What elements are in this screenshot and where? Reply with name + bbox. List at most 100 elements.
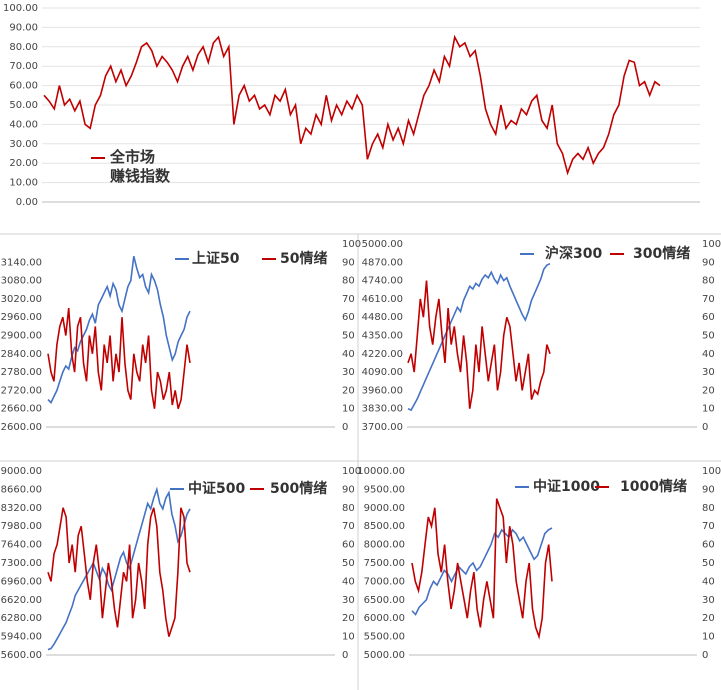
y2-tick-label: 60 <box>702 540 715 551</box>
series-line <box>47 308 191 409</box>
series-line <box>407 280 551 409</box>
y-tick-label: 2960.00 <box>1 312 42 323</box>
y-tick-label: 5000.00 <box>362 239 403 250</box>
legend-label: 50情绪 <box>280 250 327 267</box>
y-tick-label: 3140.00 <box>1 257 42 268</box>
y2-tick-label: 70 <box>702 294 715 305</box>
y-tick-label: 7640.00 <box>1 540 42 551</box>
y-tick-label: 5000.00 <box>364 650 405 661</box>
y-tick-label: 6620.00 <box>1 595 42 606</box>
y2-tick-label: 90 <box>342 484 355 495</box>
y2-tick-label: 10 <box>342 632 355 643</box>
y-tick-label: 4220.00 <box>362 349 403 360</box>
y2-tick-label: 10 <box>702 404 715 415</box>
y-tick-label: 3960.00 <box>362 385 403 396</box>
legend-label: 中证500 <box>188 480 245 497</box>
y-tick-label: 10.00 <box>9 178 38 189</box>
y2-tick-label: 80 <box>702 276 715 287</box>
y2-tick-label: 100 <box>342 466 361 477</box>
y-tick-label: 20.00 <box>9 158 38 169</box>
y-tick-label: 8000.00 <box>364 540 405 551</box>
y2-tick-label: 0 <box>342 422 348 433</box>
legend-label: 300情绪 <box>633 245 690 262</box>
series-line <box>43 34 661 176</box>
y-tick-label: 5940.00 <box>1 632 42 643</box>
y2-tick-label: 10 <box>702 632 715 643</box>
y-tick-label: 80.00 <box>9 42 38 53</box>
y-tick-label: 4740.00 <box>362 276 403 287</box>
y2-tick-label: 0 <box>702 422 708 433</box>
y2-tick-label: 70 <box>342 294 355 305</box>
legend-label: 全市场 赚钱指数 <box>110 148 171 185</box>
y2-tick-label: 100 <box>702 466 721 477</box>
y-tick-label: 40.00 <box>9 119 38 130</box>
y-tick-label: 90.00 <box>9 22 38 33</box>
y-tick-label: 70.00 <box>9 61 38 72</box>
legend-label: 中证1000 <box>533 478 600 495</box>
y-tick-label: 4870.00 <box>362 257 403 268</box>
y2-tick-label: 30 <box>702 595 715 606</box>
y-tick-label: 100.00 <box>3 3 38 14</box>
y2-tick-label: 90 <box>702 257 715 268</box>
y-tick-label: 9000.00 <box>1 466 42 477</box>
y2-tick-label: 40 <box>702 576 715 587</box>
y-tick-label: 7500.00 <box>364 558 405 569</box>
y-tick-label: 2720.00 <box>1 385 42 396</box>
y2-tick-label: 70 <box>702 521 715 532</box>
y-tick-label: 8660.00 <box>1 484 42 495</box>
y-tick-label: 7300.00 <box>1 558 42 569</box>
y2-tick-label: 50 <box>702 558 715 569</box>
legend-label: 上证50 <box>192 251 240 267</box>
y-tick-label: 6000.00 <box>364 613 405 624</box>
y-tick-label: 6280.00 <box>1 613 42 624</box>
y2-tick-label: 20 <box>702 385 715 396</box>
y2-tick-label: 20 <box>702 613 715 624</box>
y2-tick-label: 60 <box>342 312 355 323</box>
y2-tick-label: 90 <box>702 484 715 495</box>
y2-tick-label: 80 <box>342 503 355 514</box>
y-tick-label: 9000.00 <box>364 503 405 514</box>
y-tick-label: 3020.00 <box>1 294 42 305</box>
y-tick-label: 2780.00 <box>1 367 42 378</box>
y2-tick-label: 20 <box>342 613 355 624</box>
y2-tick-label: 100 <box>342 239 361 250</box>
y-tick-label: 4090.00 <box>362 367 403 378</box>
y-tick-label: 3830.00 <box>362 404 403 415</box>
y2-tick-label: 70 <box>342 521 355 532</box>
y-tick-label: 7000.00 <box>364 576 405 587</box>
legend-label: 沪深300 <box>545 245 602 262</box>
y-tick-label: 60.00 <box>9 81 38 92</box>
y2-tick-label: 90 <box>342 257 355 268</box>
y-tick-label: 8320.00 <box>1 503 42 514</box>
series-line <box>47 507 191 637</box>
y2-tick-label: 30 <box>342 367 355 378</box>
y2-tick-label: 20 <box>342 385 355 396</box>
y-tick-label: 6500.00 <box>364 595 405 606</box>
y-tick-label: 50.00 <box>9 100 38 111</box>
legend-marker <box>91 157 105 159</box>
y-tick-label: 2900.00 <box>1 331 42 342</box>
y2-tick-label: 40 <box>342 349 355 360</box>
y-tick-label: 10000.00 <box>357 466 405 477</box>
y-tick-label: 2840.00 <box>1 349 42 360</box>
series-line <box>47 486 191 651</box>
y-tick-label: 4350.00 <box>362 331 403 342</box>
y-tick-label: 7980.00 <box>1 521 42 532</box>
y2-tick-label: 60 <box>342 540 355 551</box>
y2-tick-label: 30 <box>702 367 715 378</box>
y-tick-label: 3080.00 <box>1 276 42 287</box>
y-tick-label: 2600.00 <box>1 422 42 433</box>
y-tick-label: 3700.00 <box>362 422 403 433</box>
y-tick-label: 5500.00 <box>364 632 405 643</box>
y-tick-label: 8500.00 <box>364 521 405 532</box>
legend-label: 500情绪 <box>270 480 327 497</box>
y-tick-label: 6960.00 <box>1 576 42 587</box>
y2-tick-label: 50 <box>702 331 715 342</box>
y-tick-label: 5600.00 <box>1 650 42 661</box>
y2-tick-label: 50 <box>342 558 355 569</box>
y2-tick-label: 0 <box>342 650 348 661</box>
y2-tick-label: 50 <box>342 331 355 342</box>
y2-tick-label: 60 <box>702 312 715 323</box>
